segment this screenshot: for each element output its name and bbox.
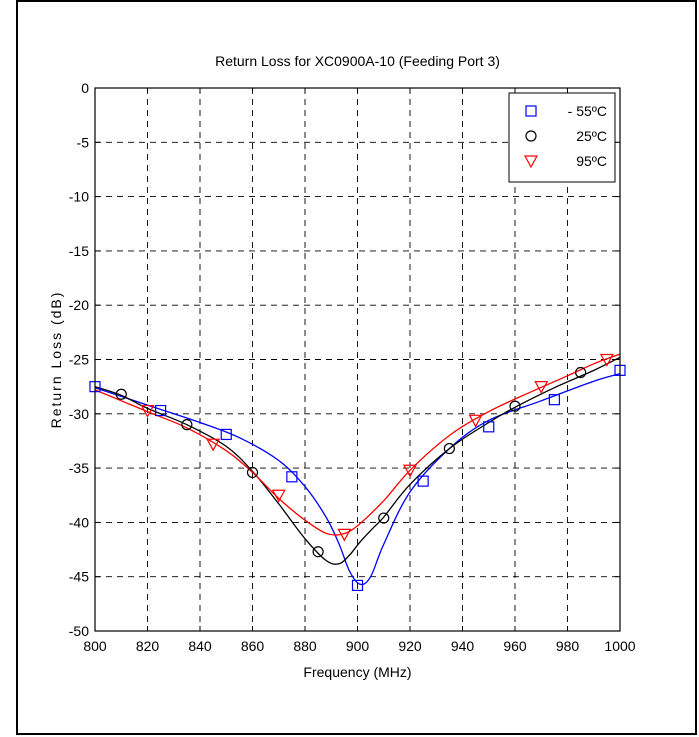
x-tick-label: 1000 [604,638,635,654]
y-tick-label: -50 [69,623,89,639]
data-point-0 [548,394,560,406]
y-tick-label: -10 [69,189,89,205]
data-point-1 [443,442,455,455]
legend-label: 25ºC [576,128,607,144]
y-tick-label: -35 [69,460,89,476]
series-line-1 [94,356,621,565]
x-tick-label: 880 [293,638,317,654]
data-point-2 [402,464,418,478]
tick-labels: 800 820 840 860 880 900 920 940 960 980 1000 0 -5 -10… [69,80,636,654]
y-tick-label: -20 [69,297,89,313]
y-axis-label: Return Loss (dB) [48,291,64,429]
legend-label: - 55ºC [568,103,607,119]
x-tick-label: 980 [556,638,580,654]
y-tick-label: -15 [69,243,89,259]
data-point-1 [246,466,259,479]
legend-marker [523,155,539,169]
data-point-0 [155,404,167,417]
data-point-0 [286,471,298,483]
data-point-2 [599,353,614,367]
y-tick-label: -25 [69,352,89,368]
series-line-2 [94,353,621,536]
data-point-0 [351,579,364,591]
data-point-1 [378,512,390,524]
y-tick-label: -5 [77,134,90,150]
data-point-0 [483,421,495,433]
data-point-0 [417,475,429,487]
data-point-2 [206,438,221,452]
x-tick-label: 900 [346,638,370,654]
legend-marker [525,130,537,142]
data-point-1 [575,366,587,379]
legend: - 55ºC 25ºC 95ºC [508,92,616,183]
x-tick-label: 960 [503,638,527,654]
y-tick-label: -40 [69,514,89,530]
legend-marker [525,105,537,117]
data-point-0 [220,428,232,441]
x-tick-label: 820 [136,638,160,654]
x-tick-label: 800 [83,638,107,654]
legend-label: 95ºC [576,153,607,169]
x-tick-label: 920 [398,638,422,654]
y-tick-label: -45 [69,569,89,585]
data-point-2 [140,404,155,418]
data-point-2 [534,381,549,394]
data-point-2 [468,414,483,428]
data-point-1 [181,419,193,431]
x-axis-label: Frequency (MHz) [303,664,411,680]
plot-area [94,87,621,632]
data-point-1 [312,546,324,558]
y-tick-label: 0 [81,80,89,96]
y-tick-label: -30 [69,406,89,422]
x-tick-label: 840 [188,638,212,654]
data-point-1 [115,388,127,400]
data-point-1 [509,400,521,412]
x-tick-label: 940 [451,638,475,654]
data-point-2 [337,528,352,542]
chart-title: Return Loss for XC0900A-10 (Feeding Port… [215,53,500,69]
x-tick-label: 860 [241,638,265,654]
data-point-2 [271,489,286,503]
